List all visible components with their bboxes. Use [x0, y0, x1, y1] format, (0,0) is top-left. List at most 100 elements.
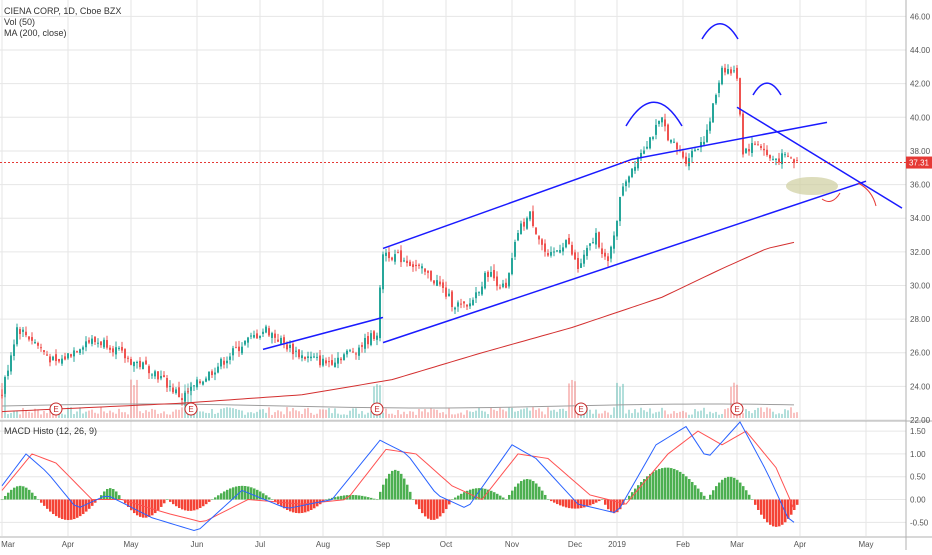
candle-body: [625, 181, 627, 187]
volume-bar: [4, 382, 6, 418]
volume-bar: [541, 411, 543, 418]
candle-body: [337, 357, 339, 364]
candle-body: [373, 331, 375, 339]
macd-histogram-bar: [574, 499, 577, 509]
candle-body: [670, 139, 672, 143]
macd-histogram-bar: [538, 486, 541, 500]
candle-body: [121, 346, 123, 351]
volume-bar: [34, 408, 36, 418]
volume-bar: [613, 407, 615, 418]
candle-body: [202, 381, 204, 385]
neckline-line: [631, 121, 828, 161]
candle-body: [85, 341, 87, 348]
macd-histogram-bar: [154, 499, 157, 514]
candle-body: [136, 362, 138, 364]
macd-histogram-bar: [679, 471, 682, 500]
macd-histogram-bar: [439, 499, 442, 517]
volume-bar: [442, 412, 444, 418]
volume-bar: [703, 407, 705, 418]
candle-body: [376, 335, 378, 340]
candle-body: [568, 237, 570, 245]
volume-bar: [424, 409, 426, 418]
candle-body: [475, 292, 477, 299]
macd-histogram-bar: [643, 479, 646, 500]
candle-body: [115, 347, 117, 355]
candle-body: [637, 157, 639, 169]
volume-bar: [187, 383, 189, 418]
candle-body: [79, 349, 81, 354]
macd-histogram-bar: [541, 490, 544, 500]
volume-bar: [766, 407, 768, 418]
macd-histogram-bar: [106, 488, 109, 500]
candle-body: [259, 335, 261, 338]
volume-bar: [202, 411, 204, 418]
candle-body: [610, 246, 612, 259]
volume-bar: [286, 407, 288, 418]
candle-body: [682, 151, 684, 158]
macd-histogram-bar: [196, 499, 199, 510]
macd-histogram-bar: [40, 499, 43, 503]
volume-bar: [427, 412, 429, 418]
candle-body: [238, 346, 240, 352]
volume-bar: [172, 411, 174, 418]
volume-bar: [91, 409, 93, 418]
candle-body: [409, 261, 411, 267]
volume-bar: [382, 412, 384, 418]
candle-body: [145, 360, 147, 365]
macd-histogram-bar: [103, 491, 106, 500]
macd-histogram-bar: [595, 499, 598, 503]
macd-histogram-bar: [421, 499, 424, 514]
volume-bar: [778, 413, 780, 418]
candle-body: [769, 155, 771, 159]
volume-bar: [79, 407, 81, 418]
candle-body: [442, 282, 444, 288]
volume-bar: [52, 413, 54, 418]
volume-bar: [418, 408, 420, 418]
volume-bar: [277, 410, 279, 418]
macd-histogram-bar: [544, 494, 547, 500]
macd-histogram-bar: [280, 499, 283, 507]
candle-body: [31, 337, 33, 341]
macd-histogram-bar: [1, 499, 4, 501]
macd-histogram-bar: [514, 486, 517, 500]
volume-bar: [178, 409, 180, 418]
candle-body: [334, 362, 336, 368]
volume-bar: [82, 413, 84, 418]
volume-bar: [577, 414, 579, 418]
volume-bar: [550, 410, 552, 418]
x-tick-label: Apr: [794, 540, 807, 549]
macd-histogram-bar: [76, 499, 79, 518]
macd-histogram-bar: [187, 499, 190, 511]
candle-body: [613, 235, 615, 249]
candle-body: [304, 357, 306, 360]
volume-bar: [256, 411, 258, 418]
candle-body: [526, 218, 528, 229]
volume-bar: [514, 411, 516, 418]
candle-body: [520, 223, 522, 235]
volume-bar: [295, 410, 297, 418]
candle-body: [133, 361, 135, 367]
volume-bar: [328, 408, 330, 418]
macd-histogram-bar: [214, 497, 217, 500]
macd-histogram-bar: [46, 499, 49, 509]
candle-body: [607, 256, 609, 261]
candle-body: [322, 358, 324, 366]
macd-histogram-bar: [223, 491, 226, 500]
candle-body: [88, 340, 90, 343]
volume-bar: [391, 413, 393, 418]
candle-body: [286, 344, 288, 350]
candle-body: [793, 159, 795, 163]
candle-body: [745, 148, 747, 153]
volume-bar: [331, 413, 333, 418]
macd-y-tick-label: 0.00: [910, 496, 926, 505]
volume-bar: [709, 411, 711, 418]
macd-histogram-bar: [343, 495, 346, 500]
candle-body: [697, 148, 699, 151]
volume-bar: [505, 411, 507, 418]
candle-body: [106, 340, 108, 348]
volume-bar: [205, 412, 207, 418]
candle-body: [742, 113, 744, 155]
volume-bar: [739, 412, 741, 418]
volume-bar: [718, 414, 720, 418]
volume-bar: [25, 410, 27, 418]
